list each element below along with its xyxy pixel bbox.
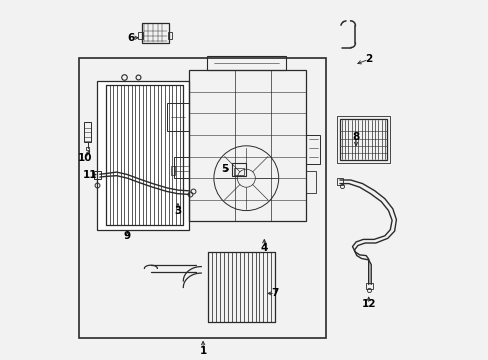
- Bar: [339, 119, 386, 160]
- Text: 9: 9: [123, 231, 131, 241]
- Text: 3: 3: [174, 206, 181, 216]
- Text: 10: 10: [78, 153, 92, 163]
- Bar: [84, 122, 91, 142]
- Bar: [231, 163, 245, 176]
- Bar: [97, 81, 188, 230]
- Text: 6: 6: [127, 33, 135, 43]
- Text: 1: 1: [199, 346, 206, 356]
- Bar: [305, 171, 316, 193]
- Bar: [85, 147, 89, 150]
- Bar: [167, 103, 188, 131]
- Bar: [233, 168, 244, 175]
- Text: 7: 7: [271, 288, 278, 298]
- Bar: [168, 32, 171, 39]
- Text: 4: 4: [260, 243, 267, 253]
- Bar: [79, 58, 325, 338]
- Bar: [174, 157, 188, 178]
- Text: 12: 12: [361, 299, 375, 309]
- Text: 5: 5: [221, 164, 228, 174]
- Text: 11: 11: [83, 170, 98, 180]
- Bar: [206, 56, 285, 70]
- Bar: [188, 70, 305, 221]
- Bar: [337, 178, 342, 185]
- Bar: [336, 116, 389, 163]
- Bar: [170, 166, 175, 175]
- Bar: [366, 283, 373, 289]
- Text: 8: 8: [352, 132, 359, 142]
- Bar: [142, 23, 168, 43]
- Bar: [94, 171, 101, 179]
- Text: 2: 2: [365, 54, 371, 64]
- Bar: [138, 32, 142, 39]
- Bar: [305, 135, 320, 164]
